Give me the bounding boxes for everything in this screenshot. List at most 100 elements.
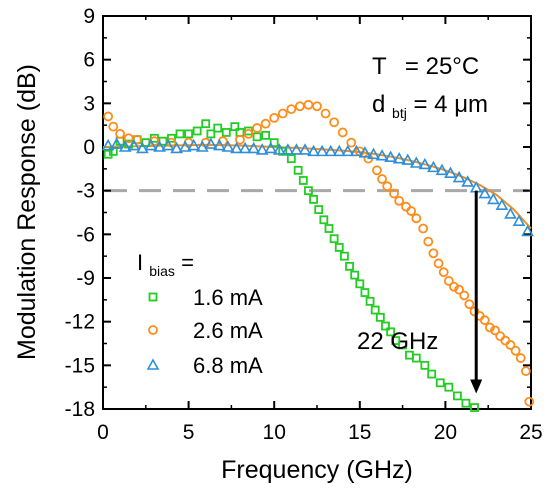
data-point-6-8-ma xyxy=(495,198,509,211)
bandwidth-arrow-head xyxy=(470,379,483,394)
data-point-1-6-ma xyxy=(355,279,365,289)
data-point-1-6-ma xyxy=(427,369,437,379)
y-tick-label: 6 xyxy=(83,49,95,72)
data-point-1-6-ma xyxy=(175,129,185,139)
data-point-1-6-ma xyxy=(278,146,288,156)
temperature-annotation: T = 25°C xyxy=(372,53,479,80)
data-point-6-8-ma xyxy=(178,140,192,152)
data-point-6-8-ma xyxy=(444,166,457,178)
data-point-2-6-ma xyxy=(243,128,254,139)
data-point-2-6-ma xyxy=(411,213,422,224)
y-tick-label: -6 xyxy=(76,223,95,246)
data-point-2-6-ma xyxy=(312,101,322,112)
data-point-6-8-ma xyxy=(204,137,218,149)
y-tick-labels: 9 6 3 0 -3 -6 -9 -12 -15 -18 xyxy=(65,5,95,421)
data-point-1-6-ma xyxy=(470,403,479,412)
dbtj-symbol: d xyxy=(372,91,385,118)
data-point-6-8-ma xyxy=(110,137,124,149)
dbtj-value: = 4 μm xyxy=(414,91,489,118)
x-tick-label: 15 xyxy=(348,421,371,444)
legend-marker xyxy=(148,292,158,302)
data-point-2-6-ma xyxy=(423,236,434,247)
data-point-2-6-ma xyxy=(479,315,490,326)
data-point-2-6-ma xyxy=(303,99,314,110)
data-point-1-6-ma xyxy=(252,132,262,142)
data-point-2-6-ma xyxy=(252,123,262,133)
data-point-2-6-ma xyxy=(433,258,444,269)
data-point-1-6-ma xyxy=(365,296,375,306)
x-tick-label: 25 xyxy=(519,421,542,444)
data-point-1-6-ma xyxy=(201,119,211,129)
y-tick-label: -18 xyxy=(65,398,95,421)
data-point-2-6-ma xyxy=(459,290,470,301)
x-tick-label: 5 xyxy=(183,421,195,444)
legend-title-main: I xyxy=(137,250,143,275)
data-point-1-6-ma xyxy=(213,123,223,133)
data-point-2-6-ma xyxy=(418,223,429,234)
data-point-6-8-ma xyxy=(315,144,329,157)
data-point-1-6-ma xyxy=(206,129,216,139)
data-point-1-6-ma xyxy=(350,270,360,280)
data-point-1-6-ma xyxy=(444,382,454,392)
legend-label: 6.8 mA xyxy=(193,353,263,378)
data-point-6-8-ma xyxy=(272,143,286,155)
data-point-2-6-ma xyxy=(485,322,495,333)
y-tick-label: -12 xyxy=(65,311,95,334)
temperature-value: = 25°C xyxy=(405,53,479,80)
x-axis-title: Frequency (GHz) xyxy=(221,456,413,484)
data-point-6-8-ma xyxy=(136,141,149,154)
data-point-1-6-ma xyxy=(370,305,380,315)
data-point-6-8-ma xyxy=(153,140,166,152)
legend-marker xyxy=(146,358,160,370)
data-point-6-8-ma xyxy=(392,151,406,164)
data-point-6-8-ma xyxy=(452,170,466,183)
data-point-6-8-ma xyxy=(341,144,355,157)
data-point-6-8-ma xyxy=(350,144,363,157)
data-point-2-6-ma xyxy=(132,134,143,145)
axis-ticks xyxy=(102,15,532,410)
y-tick-label: -9 xyxy=(76,267,95,290)
legend-title: I bias = xyxy=(137,250,194,281)
data-point-2-6-ma xyxy=(495,331,506,342)
data-point-6-8-ma xyxy=(195,140,209,152)
data-point-2-6-ma xyxy=(449,281,459,292)
data-point-1-6-ma xyxy=(314,205,324,214)
data-point-6-8-ma xyxy=(213,138,226,151)
legend-label: 1.6 mA xyxy=(193,285,263,310)
data-point-1-6-ma xyxy=(452,391,462,401)
data-point-6-8-ma xyxy=(307,144,320,157)
data-point-6-8-ma xyxy=(221,140,235,152)
data-point-2-6-ma xyxy=(277,108,288,119)
legend-entries: 1.6 mA 2.6 mA 6.8 mA xyxy=(146,285,263,378)
data-point-2-6-ma xyxy=(505,340,516,350)
dbtj-subscript: btj xyxy=(392,105,407,121)
data-point-2-6-ma xyxy=(438,267,449,278)
data-point-6-8-ma xyxy=(324,144,338,157)
data-point-6-8-ma xyxy=(435,163,449,176)
data-point-2-6-ma xyxy=(346,137,357,148)
data-point-6-8-ma xyxy=(486,192,500,205)
data-point-2-6-ma xyxy=(464,299,475,310)
data-point-1-6-ma xyxy=(286,154,296,164)
data-markers xyxy=(101,99,535,412)
temperature-symbol: T xyxy=(372,53,387,80)
data-point-1-6-ma xyxy=(411,353,421,363)
data-point-6-8-ma xyxy=(358,146,372,158)
legend: I bias = 1.6 mA 2.6 mA 6.8 mA xyxy=(137,250,263,378)
data-point-1-6-ma xyxy=(167,133,176,143)
data-point-6-8-ma xyxy=(367,147,380,160)
data-point-2-6-ma xyxy=(337,127,348,138)
data-point-2-6-ma xyxy=(235,134,245,145)
data-point-1-6-ma xyxy=(304,186,313,196)
data-point-2-6-ma xyxy=(377,174,387,184)
data-point-6-8-ma xyxy=(144,138,158,151)
data-point-1-6-ma xyxy=(192,126,202,136)
data-point-1-6-ma xyxy=(386,327,396,337)
legend-label: 2.6 mA xyxy=(193,318,263,343)
data-point-6-8-ma xyxy=(264,141,278,154)
x-tick-label: 0 xyxy=(97,421,109,444)
data-point-2-6-ma xyxy=(510,345,521,356)
x-tick-labels: 0 5 10 15 20 25 xyxy=(97,421,543,444)
legend-title-sub: bias xyxy=(149,263,175,279)
data-point-2-6-ma xyxy=(389,188,399,199)
